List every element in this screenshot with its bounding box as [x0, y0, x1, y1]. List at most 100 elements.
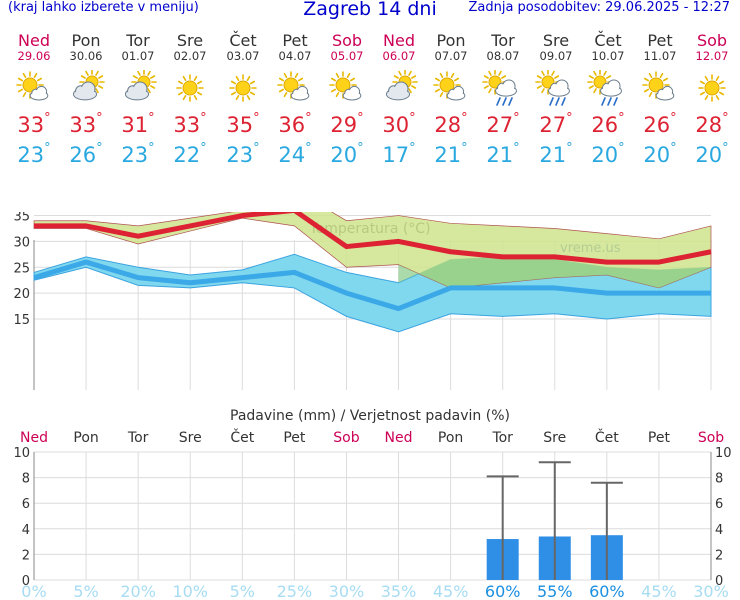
y-tick-label-right: 8	[715, 472, 723, 487]
temp-min: 22°	[173, 141, 207, 167]
day-name: Sre	[176, 31, 204, 50]
precipitation-chart: Padavine (mm) / Verjetnost padavin (%) Ne…	[13, 408, 732, 600]
temp-min: 20°	[643, 141, 677, 167]
day-name: Čet	[594, 31, 622, 50]
y-tick-label: 35	[13, 212, 30, 225]
precip-day-label: Čet	[595, 428, 619, 446]
temp-min: 23°	[17, 141, 51, 167]
max-temp-line	[34, 212, 712, 265]
location-hint: (kraj lahko izberete v meniju)	[8, 0, 199, 15]
day-name: Sob	[696, 31, 728, 50]
day-header: Tor 01.07	[112, 32, 164, 63]
day-date: 05.07	[330, 49, 364, 63]
precip-probability: 5%	[73, 582, 98, 600]
temp-max: 27°	[486, 111, 520, 137]
sun-partly-cloudy-icon	[642, 71, 675, 101]
precip-day-label: Ned	[20, 430, 48, 446]
day-date: 01.07	[121, 49, 155, 63]
precip-probability: 30%	[329, 582, 365, 600]
y-tick-label: 15	[13, 313, 30, 328]
day-date: 06.07	[382, 49, 416, 63]
precip-probability: 30%	[693, 582, 729, 600]
precip-probability: 5%	[230, 582, 255, 600]
day-header: Pon 30.06	[60, 32, 112, 63]
precip-day-label: Sre	[543, 430, 566, 446]
day-date: 10.07	[591, 49, 625, 63]
precip-day-label: Pet	[283, 430, 306, 446]
day-name: Ned	[18, 31, 50, 50]
cloudy-sun-icon	[124, 70, 157, 101]
day-date: 08.07	[486, 49, 520, 63]
temp-max: 36°	[278, 111, 312, 137]
day-name: Sob	[331, 31, 363, 50]
precip-probability: 55%	[537, 582, 573, 600]
day-header: Sob 12.07	[686, 32, 738, 63]
precip-probability: 45%	[433, 582, 469, 600]
day-date: 04.07	[278, 49, 312, 63]
precip-day-label: Sob	[333, 430, 359, 446]
day-header: Pet 04.07	[269, 32, 321, 63]
y-tick-label-right: 0	[715, 574, 723, 589]
temp-max: 33°	[173, 111, 207, 137]
temp-max: 29°	[330, 111, 364, 137]
y-tick-label: 20	[13, 287, 30, 302]
y-tick-label-left: 2	[22, 548, 30, 563]
temp-max: 31°	[121, 111, 155, 137]
day-name: Pon	[436, 31, 466, 50]
band-overlap	[398, 256, 711, 288]
y-tick-label-left: 0	[22, 574, 30, 589]
temp-max: 28°	[434, 111, 468, 137]
precip-probability: 25%	[277, 582, 313, 600]
temp-max: 30°	[382, 111, 416, 137]
y-tick-label: 30	[13, 235, 30, 250]
temp-min: 20°	[695, 141, 729, 167]
y-tick-label-right: 10	[715, 446, 732, 461]
y-tick-label: 25	[13, 261, 30, 276]
temp-min: 21°	[434, 141, 468, 167]
day-date: 29.06	[17, 49, 51, 63]
sun-partly-cloudy-icon	[277, 71, 310, 101]
sun-partly-cloudy-icon	[16, 71, 49, 101]
day-name: Pon	[71, 31, 101, 50]
precip-day-label: Čet	[230, 428, 254, 446]
temp-max: 35°	[226, 111, 260, 137]
temp-min: 23°	[121, 141, 155, 167]
day-header: Čet 10.07	[582, 32, 634, 63]
precip-probability: 60%	[485, 582, 521, 600]
day-header: Čet 03.07	[217, 32, 269, 63]
temp-min: 26°	[69, 141, 103, 167]
temperature-chart: 152025303540Temperatura (°C)vreme.us	[13, 212, 712, 390]
day-date: 09.07	[539, 49, 573, 63]
day-name: Tor	[126, 31, 150, 50]
day-date: 11.07	[643, 49, 677, 63]
day-date: 30.06	[69, 49, 103, 63]
sun-rain-icon	[587, 70, 622, 106]
cloudy-sun-icon	[385, 70, 418, 101]
day-header: Sre 02.07	[164, 32, 216, 63]
temp-max: 33°	[17, 111, 51, 137]
day-name: Tor	[491, 31, 515, 50]
day-header: Sre 09.07	[530, 32, 582, 63]
precip-day-label: Pet	[648, 430, 671, 446]
day-header: Ned 29.06	[8, 32, 60, 63]
sun-icon	[176, 74, 204, 102]
precip-day-label: Sob	[698, 430, 724, 446]
precip-day-label: Pon	[438, 430, 463, 446]
y-tick-label-left: 6	[22, 497, 30, 512]
day-header: Sob 05.07	[321, 32, 373, 63]
day-date: 07.07	[434, 49, 468, 63]
temp-max: 26°	[643, 111, 677, 137]
temp-min: 21°	[539, 141, 573, 167]
precip-chart-title: Padavine (mm) / Verjetnost padavin (%)	[230, 408, 510, 424]
precip-probability: 20%	[120, 582, 156, 600]
temp-max: 28°	[695, 111, 729, 137]
sun-icon	[229, 74, 257, 102]
temp-min: 21°	[486, 141, 520, 167]
sun-icon	[698, 74, 726, 102]
day-date: 12.07	[695, 49, 729, 63]
last-updated: Zadnja posodobitev: 29.06.2025 - 12:27	[468, 0, 730, 15]
day-header: Tor 08.07	[477, 32, 529, 63]
precip-probability: 35%	[381, 582, 417, 600]
min-temp-line	[33, 259, 711, 312]
day-date: 03.07	[226, 49, 260, 63]
